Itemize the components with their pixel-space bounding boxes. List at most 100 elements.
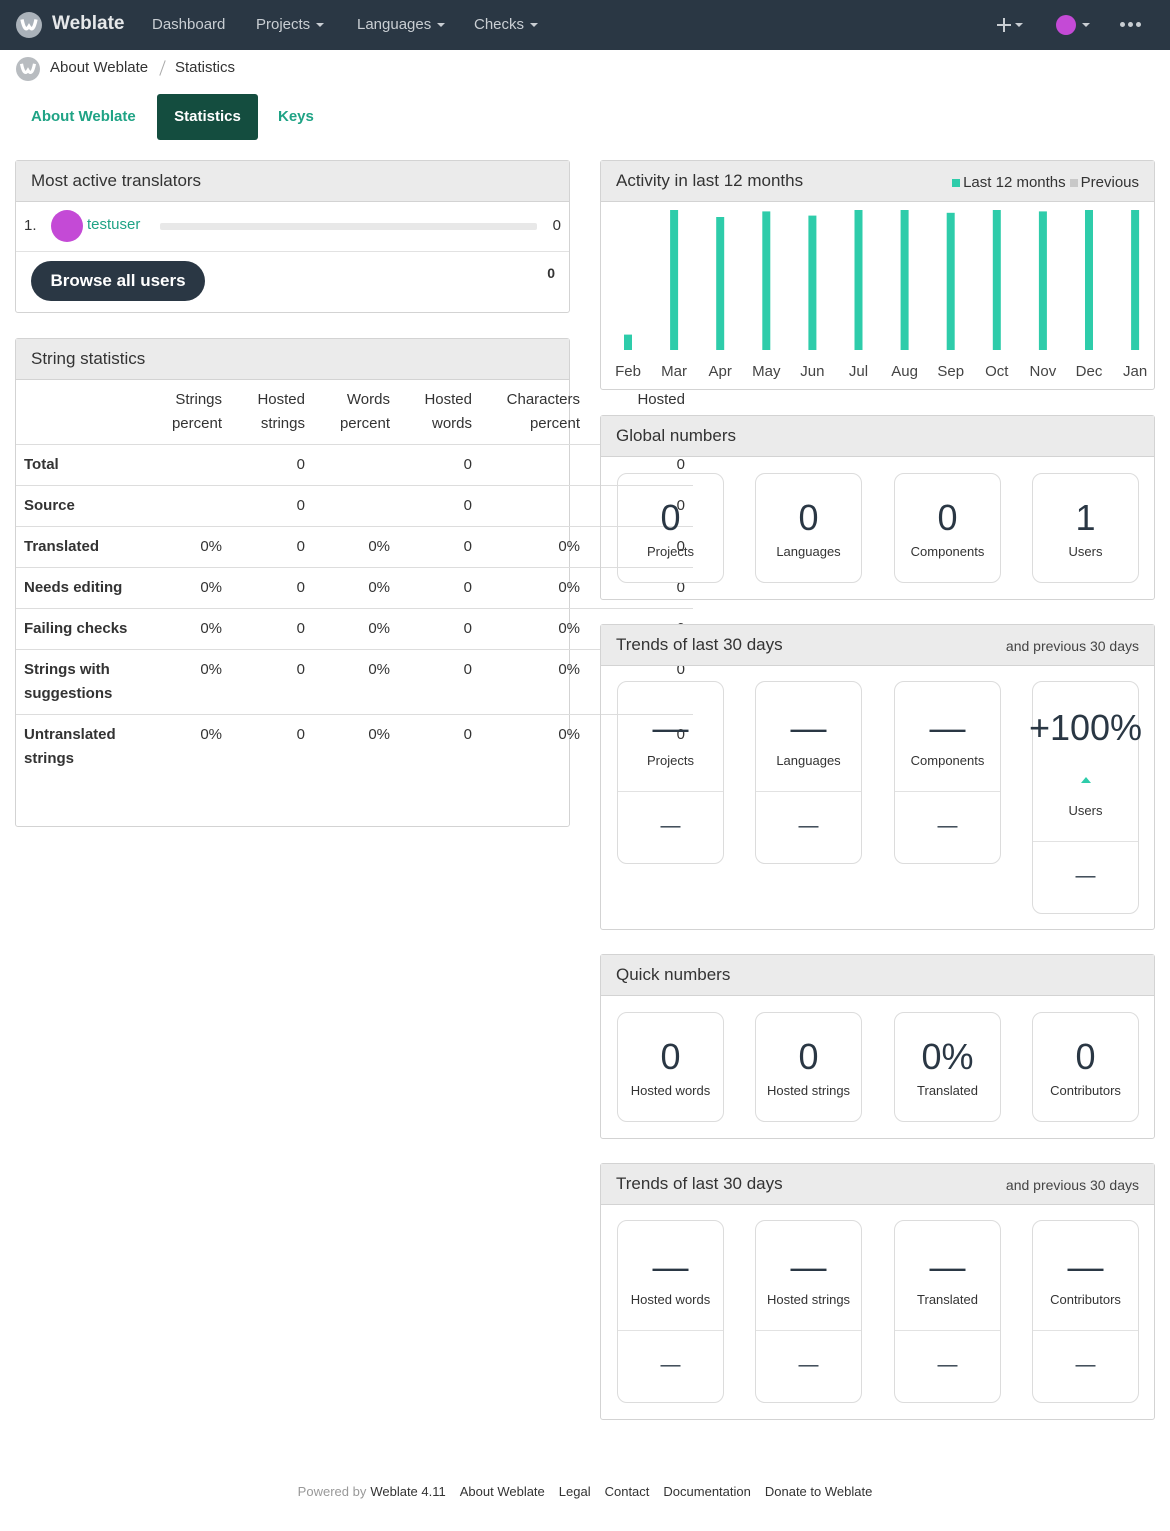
x-tick-label: Aug [891,363,918,380]
stat-label: Components [910,544,985,559]
bar [1131,210,1140,350]
avatar [51,210,83,242]
footer-link[interactable]: Weblate 4.11 [370,1484,446,1499]
logo[interactable] [15,11,43,39]
cell: 0 [230,649,313,715]
cell: 0 [398,485,480,527]
row-label: Strings with suggestions [16,649,145,715]
stat-box: 0 Hosted words [617,1012,724,1122]
stat-box: 0 Contributors [1032,1012,1139,1122]
chart: Feb Mar Apr May Jun Jul Aug Sep Oct Nov Dec Jan [615,210,1147,380]
stat-previous: — [1075,1354,1096,1376]
table-row: Needs editing 0% 0 0% 0 0% 0 [16,567,693,609]
browse-button[interactable]: Browse all users [31,261,205,301]
breadcrumb-link[interactable]: About Weblate [50,59,149,76]
row-label: Untranslated strings [16,714,145,779]
cell: 0% [313,649,398,715]
cell: 0 [398,649,480,715]
stat-box: 0 Languages [755,473,862,583]
panel-title: Trends of last 30 days [616,635,783,654]
bar [900,210,909,350]
add-menu[interactable] [997,17,1027,33]
row-label: Total [16,444,145,486]
x-tick-label: Dec [1076,363,1103,380]
stat-box: 0 Components [894,473,1001,583]
cell: 0 [588,526,693,568]
cell: 0% [480,649,588,715]
count: 0 [552,217,561,234]
stat-value: — [929,1246,966,1287]
stat-box: — Translated — [894,1220,1001,1403]
table-row: Translated 0% 0 0% 0 0% 0 [16,526,693,568]
tab[interactable]: About Weblate [31,108,136,125]
panel-title: Most active translators [31,171,202,190]
logo[interactable] [15,56,41,82]
legend-swatch [1069,178,1078,187]
cell: 0% [145,649,230,715]
stat-value: — [790,1246,827,1287]
bar [992,210,1001,350]
table-row: Source 0 0 0 [16,485,693,527]
cell: 0% [145,714,230,779]
stat-previous: — [937,815,958,837]
cell: 0 [230,526,313,568]
stat-label: Languages [776,544,841,559]
stat-box: — Languages — [755,681,862,864]
stat-value: — [929,707,966,748]
cell: 0% [145,526,230,568]
stat-box: — Hosted words — [617,1220,724,1403]
x-tick-label: May [752,363,781,380]
brand[interactable]: Weblate [52,13,125,34]
cell: 0 [398,608,480,650]
rank: 1. [24,217,37,234]
cell: 0 [230,608,313,650]
stat-value: — [790,707,827,748]
footer-link[interactable]: Contact [604,1484,650,1499]
breadcrumb-separator [159,60,166,76]
total: 0 [547,265,555,281]
stat-box: 0 Projects [617,473,724,583]
footer-link[interactable]: Legal [558,1484,591,1499]
table-row: Untranslated strings 0% 0 0% 0 0% 0 [16,714,693,779]
legend-label: Last 12 months [963,174,1066,191]
tab-active[interactable]: Statistics [157,94,258,140]
cell [480,444,588,486]
box-divider [618,1330,723,1331]
cell: 0 [588,714,693,779]
panel-header: Global numbers [601,416,1154,457]
stat-label: Projects [647,753,694,768]
column-header: Strings percent [171,391,222,432]
footer-link[interactable]: Donate to Weblate [764,1484,873,1499]
nav-link[interactable]: Projects [256,16,325,33]
cell [313,444,398,486]
user-menu[interactable] [1056,15,1092,35]
stat-label: Languages [776,753,841,768]
x-tick-label: Apr [709,363,732,380]
nav-link[interactable]: Languages [357,16,446,33]
tab[interactable]: Keys [278,108,314,125]
x-tick-label: Nov [1030,363,1057,380]
stat-label: Translated [917,1083,978,1098]
panel: String statistics Strings percent Hosted s… [15,338,693,827]
cell: 0 [398,444,480,486]
navbar: Weblate Dashboard Projects Languages Checks [0,0,1170,50]
stat-box: — Contributors — [1032,1220,1139,1403]
footer-link[interactable]: About Weblate [459,1484,545,1499]
panel-header: String statistics [16,339,569,380]
dot [1128,22,1133,27]
more-menu[interactable] [1120,22,1142,27]
stat-label: Projects [647,544,694,559]
nav-link[interactable]: Dashboard [152,16,226,33]
stat-box: 0% Translated [894,1012,1001,1122]
stat-value: 1 [1075,497,1096,538]
footer-link[interactable]: Documentation [663,1484,751,1499]
nav-link[interactable]: Checks [474,16,539,33]
cell: 0 [230,567,313,609]
box-divider [1033,1330,1138,1331]
bar [946,212,955,350]
caret [316,23,325,28]
user-link[interactable]: testuser [87,216,141,233]
cell: 0% [480,714,588,779]
column-header: Hosted words [424,391,472,432]
box-divider [895,1330,1000,1331]
